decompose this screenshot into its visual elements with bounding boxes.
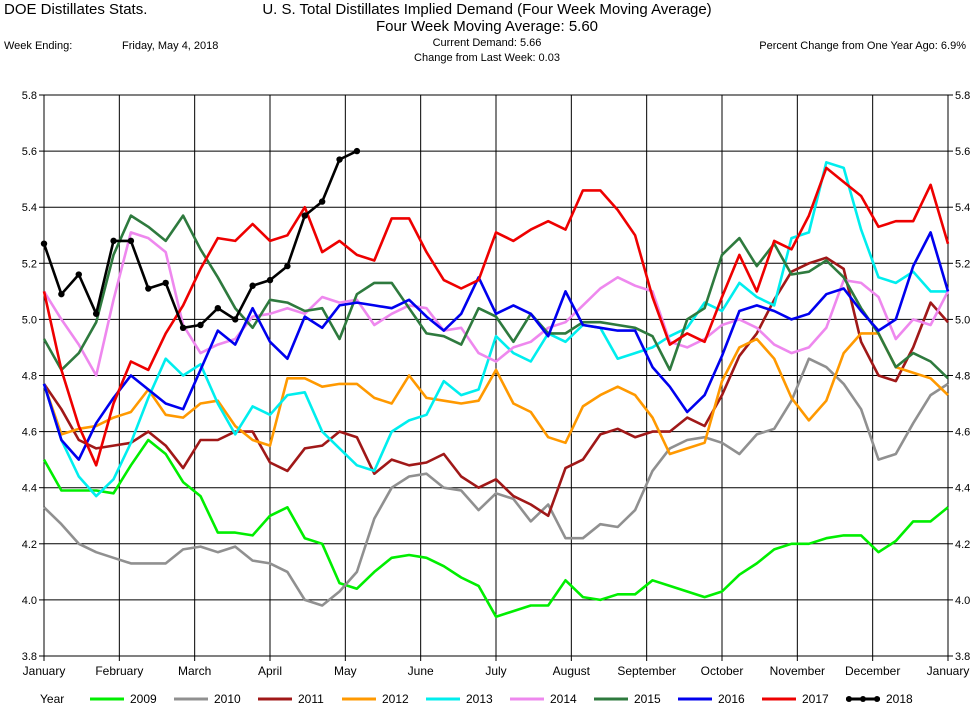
legend-label-2012: 2012 [382,692,409,706]
y-tick-label-right: 4.6 [955,427,970,439]
y-tick-label-right: 3.8 [955,651,970,663]
y-tick-label-left: 4.6 [22,427,37,439]
legend-label-2013: 2013 [466,692,493,706]
data-point-2018 [214,304,222,312]
x-tick-label: September [617,664,676,678]
week-ending-value: Friday, May 4, 2018 [122,40,219,52]
series-line-2016 [42,231,950,461]
chart-subtitle: Four Week Moving Average: 5.60 [375,18,599,35]
x-tick-label: May [334,664,357,678]
legend: Year 2009 2010 2011 2012 2013 2014 2015 2016 2017… [40,692,913,706]
plot-frame [43,94,949,657]
legend-label-2015: 2015 [634,692,661,706]
legend-label-2018: 2018 [886,692,913,706]
y-tick-label-left: 5.0 [22,314,37,326]
y-tick-label-right: 4.8 [955,371,970,383]
series-line-2012 [42,332,949,456]
current-demand: Current Demand: 5.66 [432,37,542,49]
y-tick-label-left: 5.4 [22,202,37,214]
x-tick-label: April [258,664,282,678]
data-point-2018 [318,198,326,205]
grid [43,94,949,657]
data-point-2018 [284,262,291,270]
data-point-2018 [110,237,117,245]
legend-label-2010: 2010 [214,692,241,706]
legend-label-2014: 2014 [550,692,577,706]
y-tick-label-left: 4.8 [22,371,37,383]
y-tick-label-right: 5.8 [955,90,970,102]
axes: 3.8 3.8 4.0 4.0 4.2 4.2 4.4 4.4 4.6 4.6 4.8 4.8 5.0 5… [22,90,971,678]
y-tick-label-left: 5.6 [22,146,37,158]
app-title: DOE Distillates Stats. [4,1,148,18]
legend-label-2017: 2017 [802,692,829,706]
data-point-2018 [92,310,100,317]
series-line-2018 [42,149,358,330]
legend-marker [846,696,852,702]
y-tick-label-right: 5.6 [955,146,970,158]
y-tick-label-left: 5.8 [22,90,37,102]
y-tick-label-left: 4.2 [22,539,37,551]
data-point-2018 [162,279,169,287]
x-tick-label: January [23,664,66,678]
data-point-2018 [336,156,343,163]
data-point-2018 [40,240,48,247]
series-line-2014 [42,231,950,377]
series-line-2017 [42,166,950,467]
y-tick-label-right: 5.0 [955,314,970,326]
y-tick-label-right: 5.2 [955,258,970,270]
series-line-2011 [42,256,949,518]
series-layer [40,147,950,619]
x-tick-label: June [408,664,434,678]
x-tick-label: December [845,664,900,678]
y-tick-label-left: 5.2 [22,258,37,270]
y-tick-label-right: 5.4 [955,202,970,214]
data-point-2018 [353,147,361,155]
data-point-2018 [232,316,239,323]
x-tick-label: July [485,664,506,678]
x-tick-label: October [701,664,744,678]
y-tick-label-right: 4.4 [955,483,970,495]
data-point-2018 [75,271,82,278]
data-point-2018 [145,285,152,292]
week-ending-label: Week Ending: [4,40,73,52]
series-line-2010 [43,357,949,607]
y-tick-label-right: 4.2 [955,539,970,551]
y-tick-label-left: 4.4 [22,483,37,495]
x-tick-label: January [927,664,970,678]
data-point-2018 [266,276,274,284]
legend-marker [860,696,866,702]
data-point-2018 [197,321,204,329]
y-tick-label-left: 3.8 [22,651,37,663]
data-point-2018 [249,282,256,289]
x-tick-label: August [553,664,591,678]
percent-change-from-year-ago: Percent Change from One Year Ago: 6.9% [759,40,966,52]
x-tick-label: November [770,664,825,678]
change-from-last-week: Change from Last Week: 0.03 [414,52,560,64]
legend-title: Year [40,692,64,706]
data-point-2018 [58,290,65,298]
legend-label-2011: 2011 [298,692,324,706]
legend-marker [874,696,880,702]
data-point-2018 [301,212,308,219]
legend-label-2016: 2016 [718,692,745,706]
chart-title: U. S. Total Distillates Implied Demand (… [262,1,712,18]
x-tick-label: March [178,664,211,678]
data-point-2018 [179,324,187,332]
data-point-2018 [127,237,135,245]
y-tick-label-left: 4.0 [22,595,37,607]
series-line-2009 [42,438,949,619]
series-line-2015 [42,214,949,380]
y-tick-label-right: 4.0 [955,595,970,607]
x-tick-label: February [95,664,143,678]
legend-label-2009: 2009 [130,692,157,706]
